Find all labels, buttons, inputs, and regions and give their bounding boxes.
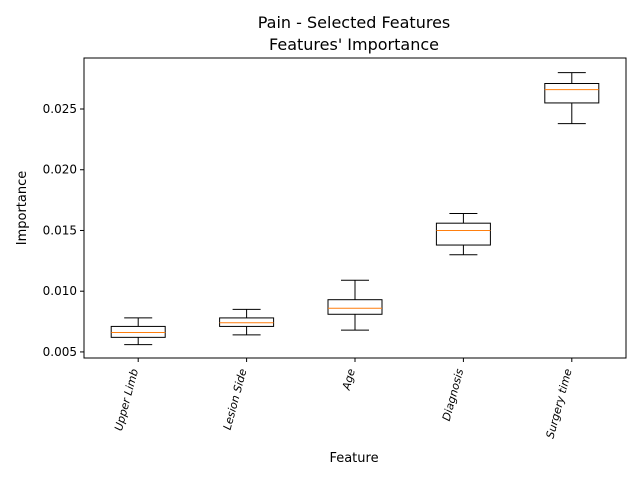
y-tick-label: 0.010 (43, 284, 77, 298)
iqr-box (219, 317, 275, 327)
chart-title-line1: Pain - Selected Features (258, 13, 451, 32)
box-age (327, 279, 383, 331)
x-tick-label: Lesion Side (221, 367, 250, 431)
chart-title-line2: Features' Importance (269, 35, 439, 54)
y-tick-label: 0.020 (43, 163, 77, 177)
x-tick-label: Diagnosis (440, 367, 466, 422)
box-lesion-side (219, 308, 275, 336)
iqr-box (544, 83, 600, 104)
iqr-box (435, 222, 491, 246)
y-tick-label: 0.005 (43, 345, 77, 359)
iqr-box (110, 325, 166, 338)
x-tick-label: Age (340, 367, 358, 392)
y-axis-ticks: 0.005 0.010 0.015 0.020 0.025 (43, 102, 84, 359)
y-axis-label: Importance (15, 171, 30, 246)
x-tick-label: Upper Limb (112, 367, 141, 432)
iqr-box (327, 299, 383, 315)
x-tick-label: Surgery time (544, 367, 575, 440)
x-axis-ticks: Upper Limb Lesion Side Age Diagnosis Surgery… (112, 358, 575, 440)
y-tick-label: 0.025 (43, 102, 77, 116)
box-upper-limb (110, 317, 166, 346)
x-axis-label: Feature (329, 451, 378, 466)
box-surgery-time (544, 72, 600, 125)
y-tick-label: 0.015 (43, 223, 77, 237)
box-series (110, 72, 600, 346)
box-diagnosis (435, 212, 491, 256)
